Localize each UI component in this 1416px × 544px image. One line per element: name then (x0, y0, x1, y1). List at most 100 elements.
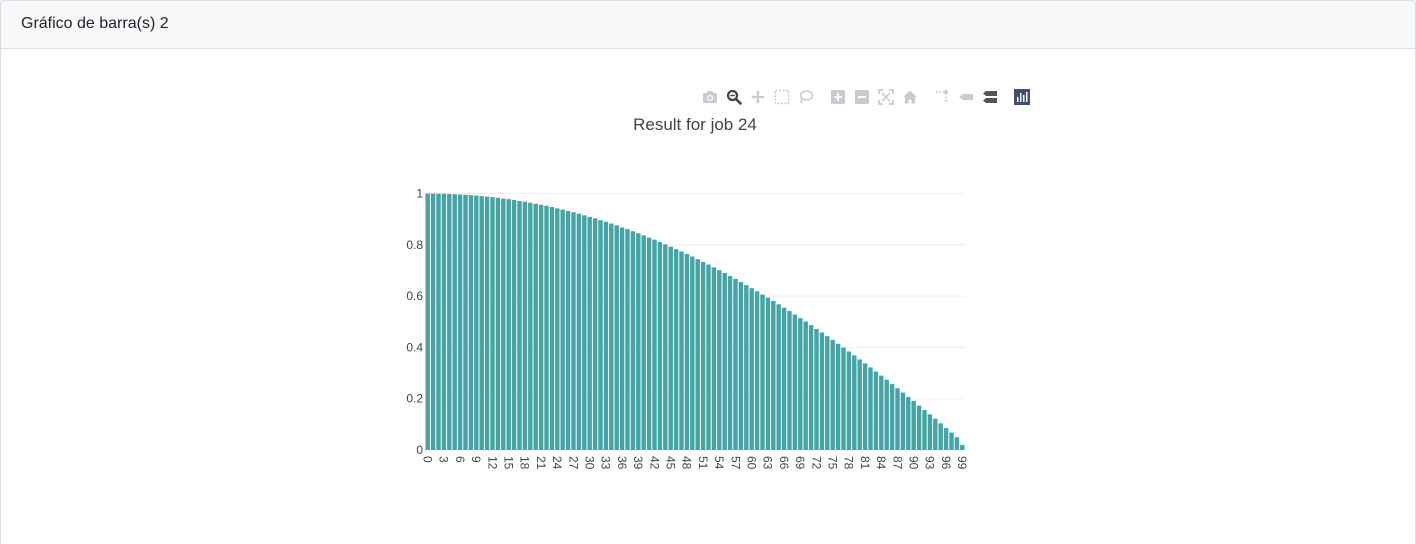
pan-icon[interactable] (748, 87, 768, 107)
bar[interactable] (711, 267, 717, 450)
bar[interactable] (452, 194, 457, 450)
bar[interactable] (457, 194, 463, 450)
bar[interactable] (609, 223, 614, 450)
zoom-out-icon[interactable] (852, 87, 872, 107)
bar[interactable] (603, 221, 609, 450)
bar[interactable] (560, 209, 565, 450)
bar[interactable] (447, 194, 452, 450)
bar[interactable] (495, 197, 501, 450)
bar[interactable] (884, 379, 889, 450)
bar[interactable] (598, 220, 603, 450)
bar[interactable] (641, 235, 646, 450)
plotly-logo-icon[interactable] (1012, 87, 1032, 107)
bar[interactable] (652, 239, 657, 450)
bar[interactable] (906, 396, 911, 450)
bar[interactable] (565, 210, 571, 450)
bar[interactable] (636, 233, 641, 450)
bar[interactable] (749, 288, 754, 450)
bar[interactable] (852, 355, 857, 450)
bar[interactable] (506, 199, 511, 450)
autoscale-icon[interactable] (876, 87, 896, 107)
bar[interactable] (792, 314, 798, 450)
bar[interactable] (943, 427, 949, 450)
bar[interactable] (760, 294, 765, 450)
bar[interactable] (933, 418, 938, 450)
bar[interactable] (862, 363, 868, 450)
bar[interactable] (528, 202, 533, 450)
bar[interactable] (625, 229, 630, 450)
bar[interactable] (571, 212, 576, 450)
bar[interactable] (425, 193, 430, 451)
bar[interactable] (511, 199, 517, 450)
bar[interactable] (727, 276, 733, 450)
bar[interactable] (835, 343, 841, 450)
bar[interactable] (619, 227, 625, 450)
bar[interactable] (808, 325, 814, 450)
bar[interactable] (430, 193, 436, 451)
bar[interactable] (857, 359, 862, 450)
bar[interactable] (787, 310, 792, 450)
bar[interactable] (949, 432, 954, 450)
bar[interactable] (490, 197, 495, 450)
bar[interactable] (436, 193, 441, 450)
bar[interactable] (846, 351, 852, 450)
bar[interactable] (501, 198, 506, 450)
bar[interactable] (922, 409, 927, 450)
bar[interactable] (533, 203, 538, 450)
camera-icon[interactable] (700, 87, 720, 107)
bar[interactable] (722, 273, 727, 450)
bar[interactable] (765, 297, 771, 450)
bar[interactable] (927, 414, 933, 450)
bar[interactable] (544, 205, 549, 450)
bar[interactable] (592, 218, 598, 450)
box-select-icon[interactable] (772, 87, 792, 107)
bar[interactable] (474, 195, 479, 450)
bar[interactable] (868, 367, 873, 450)
bar[interactable] (614, 225, 619, 450)
bar[interactable] (879, 375, 884, 450)
bar[interactable] (576, 213, 582, 450)
bar[interactable] (889, 384, 895, 450)
bar[interactable] (646, 237, 652, 450)
bar[interactable] (517, 200, 522, 450)
bar[interactable] (695, 259, 700, 450)
bar[interactable] (960, 444, 965, 450)
bar[interactable] (468, 195, 474, 450)
bar[interactable] (754, 291, 760, 450)
bar[interactable] (582, 215, 587, 450)
bar[interactable] (479, 196, 484, 450)
lasso-select-icon[interactable] (796, 87, 816, 107)
bar[interactable] (776, 304, 781, 450)
bar[interactable] (463, 194, 468, 450)
bar[interactable] (825, 336, 830, 450)
bar[interactable] (744, 285, 749, 450)
bar[interactable] (841, 347, 846, 450)
zoom-icon[interactable] (724, 87, 744, 107)
hover-closest-icon[interactable] (956, 87, 976, 107)
bar[interactable] (717, 270, 722, 450)
bar[interactable] (771, 300, 776, 450)
bar[interactable] (819, 332, 825, 450)
bar[interactable] (781, 307, 787, 450)
bar[interactable] (798, 318, 803, 450)
hover-compare-icon[interactable] (980, 87, 1000, 107)
bar[interactable] (538, 204, 544, 450)
bar[interactable] (895, 388, 900, 450)
bar[interactable] (673, 249, 679, 450)
bar[interactable] (690, 256, 695, 450)
bar[interactable] (873, 371, 879, 450)
bar[interactable] (900, 392, 906, 450)
bar[interactable] (706, 264, 711, 450)
bar[interactable] (954, 437, 960, 450)
bar[interactable] (814, 328, 819, 450)
bar[interactable] (663, 244, 668, 450)
bar[interactable] (549, 207, 555, 450)
bar[interactable] (830, 339, 835, 450)
reset-axes-icon[interactable] (900, 87, 920, 107)
bar[interactable] (916, 405, 922, 450)
bar[interactable] (668, 246, 673, 450)
bar[interactable] (522, 201, 528, 450)
bar[interactable] (587, 216, 592, 450)
bar[interactable] (738, 281, 744, 450)
